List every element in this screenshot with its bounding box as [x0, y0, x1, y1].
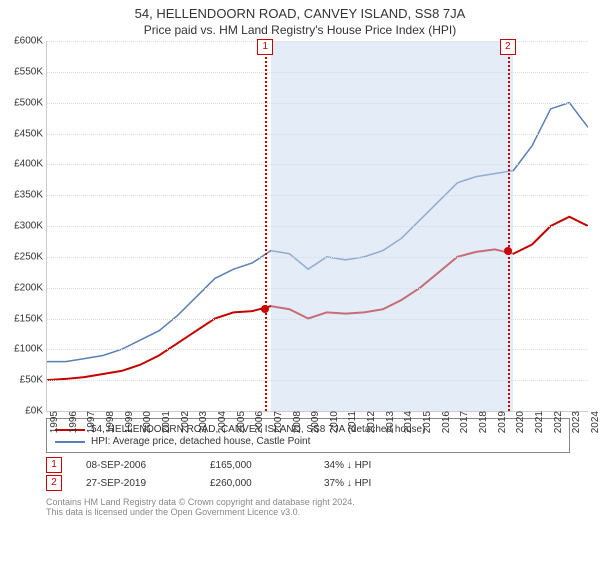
x-tick-label: 2007: [273, 411, 284, 433]
y-tick-label: £300K: [14, 221, 47, 232]
x-tick-label: 2009: [310, 411, 321, 433]
y-tick-label: £550K: [14, 66, 47, 77]
x-tick-label: 2012: [366, 411, 377, 433]
chart-subtitle: Price paid vs. HM Land Registry's House …: [0, 23, 600, 37]
x-tick-label: 2017: [459, 411, 470, 433]
event-line: [508, 41, 510, 411]
footer-line-1: Contains HM Land Registry data © Crown c…: [46, 497, 570, 507]
event-point: [504, 247, 512, 255]
sale-delta: 37% ↓ HPI: [324, 478, 371, 489]
x-tick-label: 2004: [217, 411, 228, 433]
x-tick-label: 2022: [553, 411, 564, 433]
x-tick-label: 1999: [124, 411, 135, 433]
x-tick-label: 2005: [236, 411, 247, 433]
y-tick-label: £100K: [14, 344, 47, 355]
x-tick-label: 2011: [347, 411, 358, 433]
x-tick-label: 2006: [254, 411, 265, 433]
shaded-range: [271, 41, 514, 411]
sale-row: 1 08-SEP-2006 £165,000 34% ↓ HPI: [46, 457, 570, 473]
footer: Contains HM Land Registry data © Crown c…: [46, 497, 570, 517]
y-tick-label: £0K: [25, 406, 47, 417]
sale-index: 1: [46, 457, 62, 473]
footer-line-2: This data is licensed under the Open Gov…: [46, 507, 570, 517]
chart-area: £0K£50K£100K£150K£200K£250K£300K£350K£40…: [46, 41, 588, 412]
event-line: [265, 41, 267, 411]
x-tick-label: 1998: [105, 411, 116, 433]
y-tick-label: £350K: [14, 190, 47, 201]
y-tick-label: £500K: [14, 97, 47, 108]
legend-item: HPI: Average price, detached house, Cast…: [55, 436, 561, 447]
chart-title: 54, HELLENDOORN ROAD, CANVEY ISLAND, SS8…: [0, 6, 600, 21]
y-tick-label: £250K: [14, 251, 47, 262]
sale-index: 2: [46, 475, 62, 491]
y-tick-label: £50K: [20, 375, 47, 386]
x-tick-label: 2002: [180, 411, 191, 433]
x-tick-label: 1996: [68, 411, 79, 433]
event-marker: 2: [500, 39, 516, 55]
x-tick-label: 2008: [292, 411, 303, 433]
figure: 54, HELLENDOORN ROAD, CANVEY ISLAND, SS8…: [0, 6, 600, 566]
x-tick-label: 2014: [403, 411, 414, 433]
x-tick-label: 2016: [441, 411, 452, 433]
x-tick-label: 2019: [497, 411, 508, 433]
x-tick-label: 1997: [86, 411, 97, 433]
x-tick-label: 2013: [385, 411, 396, 433]
x-tick-label: 2024: [590, 411, 600, 433]
y-tick-label: £400K: [14, 159, 47, 170]
x-tick-label: 2001: [161, 411, 172, 433]
sales-table: 1 08-SEP-2006 £165,000 34% ↓ HPI 2 27-SEP-201…: [46, 457, 570, 491]
legend-swatch: [55, 441, 85, 443]
x-tick-label: 2023: [571, 411, 582, 433]
x-tick-label: 2018: [478, 411, 489, 433]
sale-price: £260,000: [210, 478, 300, 489]
legend-label: HPI: Average price, detached house, Cast…: [91, 436, 310, 447]
x-tick-label: 2020: [515, 411, 526, 433]
sale-date: 27-SEP-2019: [86, 478, 186, 489]
x-tick-label: 2010: [329, 411, 340, 433]
x-tick-label: 2021: [534, 411, 545, 433]
x-tick-label: 1995: [49, 411, 60, 433]
y-tick-label: £200K: [14, 282, 47, 293]
x-tick-label: 2003: [198, 411, 209, 433]
sale-row: 2 27-SEP-2019 £260,000 37% ↓ HPI: [46, 475, 570, 491]
sale-date: 08-SEP-2006: [86, 460, 186, 471]
sale-price: £165,000: [210, 460, 300, 471]
x-tick-label: 2000: [142, 411, 153, 433]
y-tick-label: £150K: [14, 313, 47, 324]
event-point: [261, 305, 269, 313]
y-tick-label: £600K: [14, 36, 47, 47]
event-marker: 1: [257, 39, 273, 55]
y-tick-label: £450K: [14, 128, 47, 139]
sale-delta: 34% ↓ HPI: [324, 460, 371, 471]
x-tick-label: 2015: [422, 411, 433, 433]
